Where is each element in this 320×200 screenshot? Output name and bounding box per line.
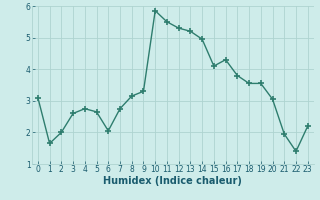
X-axis label: Humidex (Indice chaleur): Humidex (Indice chaleur) <box>103 176 242 186</box>
